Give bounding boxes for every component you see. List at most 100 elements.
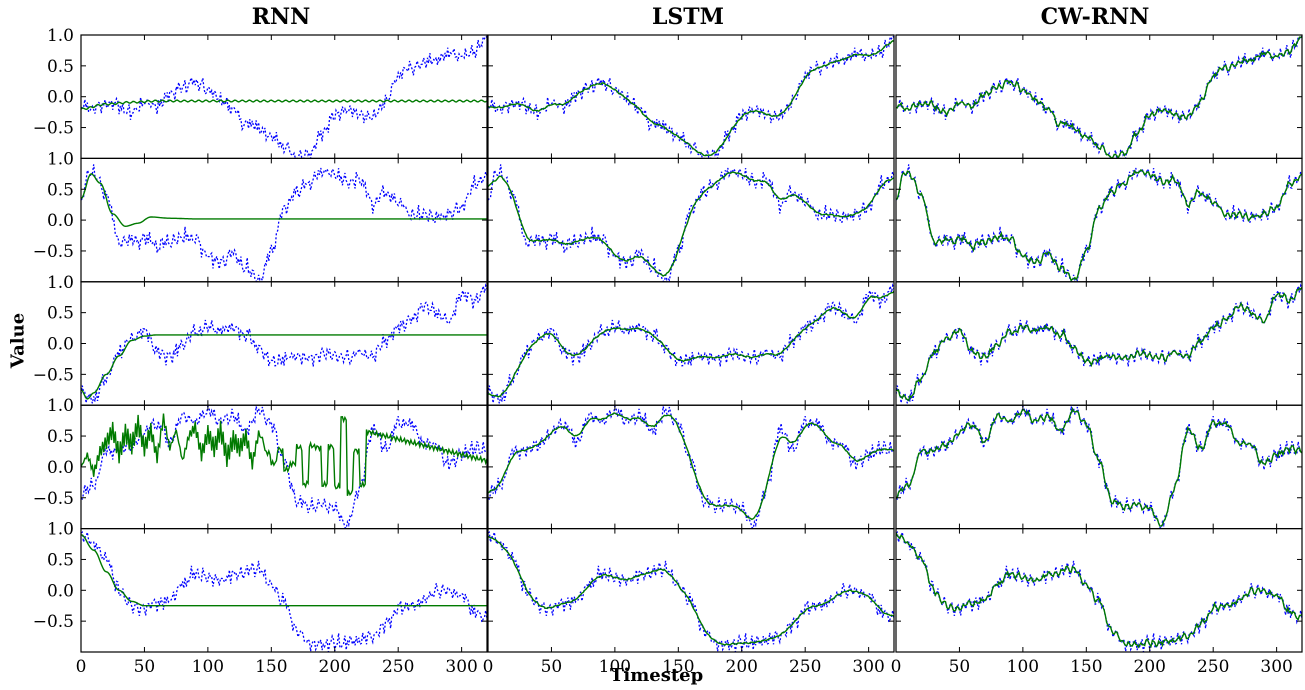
panel-lstm-row-1 <box>488 35 894 159</box>
y-tick-label: 1.0 <box>47 273 74 293</box>
x-tick-label: 250 <box>1197 657 1229 677</box>
prediction-series-lstm-row-5 <box>488 535 894 646</box>
x-tick-label: 50 <box>134 657 156 677</box>
prediction-series-cw-rnn-row-5 <box>896 532 1302 649</box>
y-tick-label: 1.0 <box>47 26 74 46</box>
x-tick-label: 100 <box>192 657 224 677</box>
target-series-cw-rnn-row-4 <box>896 405 1302 529</box>
column-title-cwrnn: CW-RNN <box>1040 4 1150 30</box>
panel-frame <box>895 281 1303 406</box>
x-tick-label: 0 <box>891 657 902 677</box>
y-tick-label: −0.5 <box>33 119 74 139</box>
x-tick-label: 300 <box>1260 657 1292 677</box>
panel-frame <box>80 527 488 653</box>
y-tick-label: 0.5 <box>47 427 74 447</box>
prediction-series-rnn-row-4 <box>81 413 487 497</box>
panel-frame <box>80 157 488 283</box>
x-tick-label: 0 <box>76 657 87 677</box>
prediction-series-cw-rnn-row-1 <box>896 36 1302 159</box>
y-tick-label: 0.0 <box>47 88 74 108</box>
target-series-cw-rnn-row-2 <box>896 164 1302 282</box>
y-tick-label: −0.5 <box>33 612 74 632</box>
panel-frame <box>895 157 1303 283</box>
y-tick-label: 0.0 <box>47 211 74 231</box>
x-tick-label: 150 <box>1070 657 1102 677</box>
panel-cw-rnn-row-5 <box>896 531 1302 652</box>
target-series-rnn-row-2 <box>81 164 487 282</box>
prediction-series-lstm-row-3 <box>488 290 894 398</box>
column-title-lstm: LSTM <box>651 4 725 30</box>
x-tick-label: 50 <box>949 657 971 677</box>
y-tick-label: 0.5 <box>47 57 74 77</box>
y-tick-label: −0.5 <box>33 489 74 509</box>
x-tick-label: 100 <box>1007 657 1039 677</box>
panel-frame <box>80 34 488 160</box>
y-tick-label: 0.5 <box>47 304 74 324</box>
panel-frame <box>487 527 895 653</box>
panel-cw-rnn-row-4 <box>896 405 1302 529</box>
prediction-series-rnn-row-3 <box>81 334 487 400</box>
y-tick-label: 0.0 <box>47 335 74 355</box>
panel-cw-rnn-row-1 <box>896 35 1302 159</box>
column-title-rnn: RNN <box>251 4 311 30</box>
y-tick-label: 1.0 <box>47 149 74 169</box>
prediction-series-lstm-row-2 <box>488 171 894 277</box>
prediction-series-lstm-row-1 <box>488 40 894 157</box>
target-series-cw-rnn-row-1 <box>896 35 1302 159</box>
x-tick-label: 150 <box>255 657 287 677</box>
x-tick-label: 200 <box>319 657 351 677</box>
y-tick-label: 0.5 <box>47 550 74 570</box>
target-series-cw-rnn-row-5 <box>896 531 1302 652</box>
x-tick-label: 300 <box>445 657 477 677</box>
panel-lstm-row-4 <box>488 405 894 529</box>
panel-frame <box>895 527 1303 653</box>
panel-frame <box>895 34 1303 160</box>
target-series-lstm-row-1 <box>488 35 894 159</box>
ticks-layer: 1.0 0.5 0.0 −0.5 1.0 0.5 0.0 −0.5 1.0 0.5 0.0 −0.5 1… <box>33 26 1302 677</box>
panel-rnn-row-3 <box>81 282 487 404</box>
panel-lstm-row-5 <box>488 531 894 652</box>
prediction-series-cw-rnn-row-4 <box>896 406 1302 527</box>
y-tick-label: −0.5 <box>33 242 74 262</box>
y-tick-label: 0.0 <box>47 581 74 601</box>
panel-frame <box>487 157 895 283</box>
panel-rnn-row-4 <box>81 405 487 529</box>
prediction-series-cw-rnn-row-2 <box>896 168 1302 282</box>
y-tick-label: 0.5 <box>47 180 74 200</box>
target-series-lstm-row-3 <box>488 282 894 404</box>
x-tick-label: 50 <box>541 657 563 677</box>
frames-layer <box>80 34 1303 653</box>
target-series-lstm-row-5 <box>488 531 894 652</box>
x-tick-label: 250 <box>382 657 414 677</box>
panel-cw-rnn-row-2 <box>896 164 1302 282</box>
panel-frame <box>487 281 895 406</box>
x-tick-label: 300 <box>852 657 884 677</box>
target-series-lstm-row-2 <box>488 164 894 282</box>
panel-cw-rnn-row-3 <box>896 282 1302 404</box>
curves-layer <box>81 35 1302 652</box>
panel-rnn-row-1 <box>81 35 487 159</box>
panel-frame <box>80 281 488 406</box>
x-tick-label: 250 <box>789 657 821 677</box>
y-tick-label: 1.0 <box>47 520 74 540</box>
panel-frame <box>487 34 895 160</box>
prediction-series-rnn-row-5 <box>81 534 487 607</box>
x-tick-label: 100 <box>599 657 631 677</box>
x-tick-label: 0 <box>483 657 494 677</box>
y-tick-label: 0.0 <box>47 458 74 478</box>
target-series-rnn-row-3 <box>81 282 487 404</box>
panel-rnn-row-5 <box>81 531 487 652</box>
y-tick-label: −0.5 <box>33 365 74 385</box>
x-tick-label: 200 <box>726 657 758 677</box>
prediction-series-rnn-row-1 <box>81 99 487 111</box>
prediction-series-rnn-row-2 <box>81 172 487 228</box>
x-tick-label: 200 <box>1134 657 1166 677</box>
x-axis-title: Timestep <box>610 665 704 686</box>
prediction-series-cw-rnn-row-3 <box>896 286 1302 402</box>
y-tick-label: 1.0 <box>47 396 74 416</box>
panel-lstm-row-2 <box>488 164 894 282</box>
prediction-series-lstm-row-4 <box>488 412 894 521</box>
target-series-lstm-row-4 <box>488 405 894 529</box>
